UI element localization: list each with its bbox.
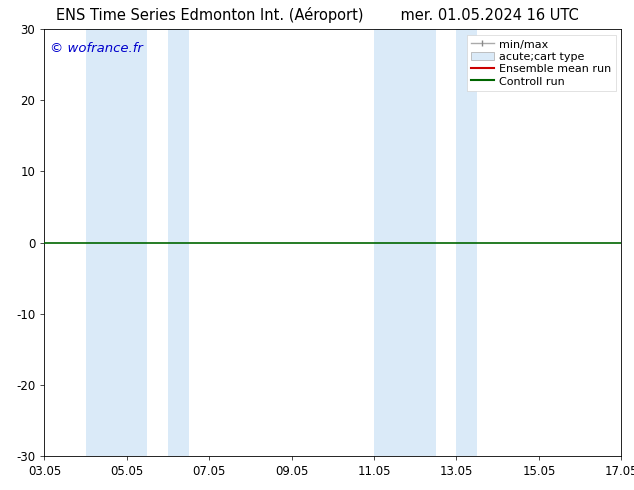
Bar xyxy=(86,29,147,456)
Bar xyxy=(456,29,477,456)
Bar xyxy=(168,29,189,456)
Legend: min/max, acute;cart type, Ensemble mean run, Controll run: min/max, acute;cart type, Ensemble mean … xyxy=(467,35,616,91)
Bar xyxy=(374,29,436,456)
Text: ENS Time Series Edmonton Int. (Aéroport)        mer. 01.05.2024 16 UTC: ENS Time Series Edmonton Int. (Aéroport)… xyxy=(56,7,578,24)
Text: © wofrance.fr: © wofrance.fr xyxy=(50,42,143,55)
